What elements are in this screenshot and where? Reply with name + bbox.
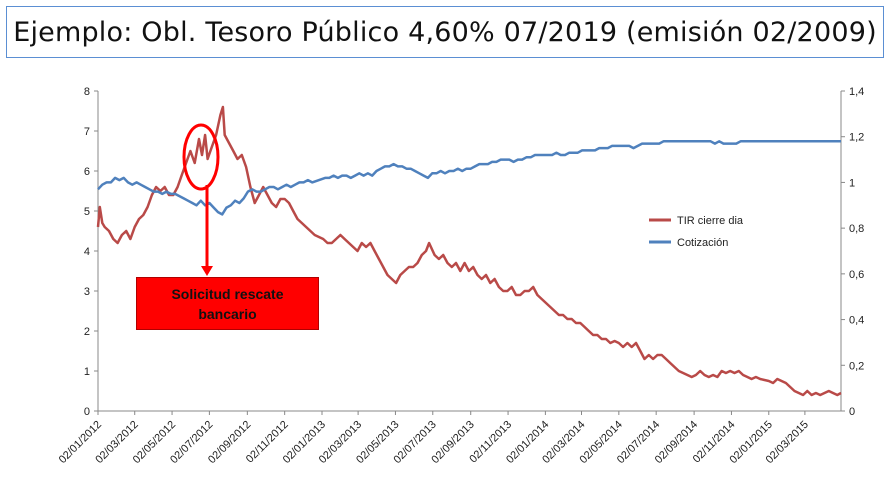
y-right-tick-label: 0: [849, 406, 855, 418]
series-line-cotizacion: [97, 140, 841, 216]
page-title: Ejemplo: Obl. Tesoro Público 4,60% 07/20…: [13, 16, 877, 48]
annotation-text: Solicitud rescate bancario: [171, 285, 284, 322]
annotation-box: Solicitud rescate bancario: [136, 277, 319, 330]
legend-label-cotizacion: Cotización: [677, 237, 728, 249]
y-left-tick-label: 7: [84, 126, 90, 138]
y-right-tick-label: 1,4: [849, 86, 864, 98]
legend-label-tir: TIR cierre dia: [677, 215, 744, 227]
y-right-tick-label: 1: [849, 177, 855, 189]
y-right-tick-label: 0,2: [849, 360, 864, 372]
annotation-highlight: [182, 123, 220, 276]
annotation-arrowhead: [201, 266, 213, 276]
y-right-tick-label: 0,4: [849, 315, 864, 327]
y-left-tick-label: 3: [84, 286, 90, 298]
y-left-tick-label: 6: [84, 166, 90, 178]
y-right-tick-label: 0,6: [849, 269, 864, 281]
series-line-tir: [96, 105, 842, 397]
y-right-tick-label: 0,8: [849, 223, 864, 235]
series-layer: [96, 105, 842, 397]
title-box: Ejemplo: Obl. Tesoro Público 4,60% 07/20…: [6, 6, 884, 58]
legend: TIR cierre dia Cotización: [649, 215, 744, 249]
y-left-tick-label: 1: [84, 366, 90, 378]
y-left-tick-label: 2: [84, 326, 90, 338]
y-left-tick-label: 0: [84, 406, 90, 418]
y-left-tick-label: 4: [84, 246, 90, 258]
highlight-ellipse: [182, 123, 220, 191]
y-right-tick-label: 1,2: [849, 132, 864, 144]
y-left-tick-label: 5: [84, 206, 90, 218]
y-left-tick-label: 8: [84, 86, 90, 98]
